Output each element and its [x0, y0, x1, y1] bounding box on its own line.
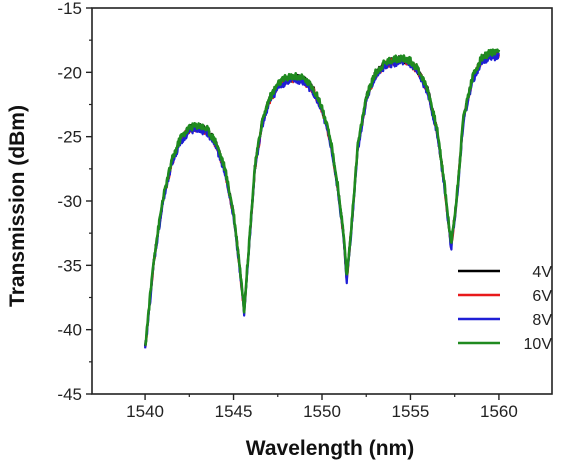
legend: 4V 6V 8V 10V: [458, 264, 552, 353]
legend-label-4v: 4V: [532, 264, 552, 281]
y-tick-label: -20: [57, 63, 82, 82]
x-tick-label: 1550: [303, 402, 341, 421]
y-axis-ticks: -45 -40 -35 -30 -25 -20 -15: [57, 0, 92, 404]
x-tick-label: 1545: [215, 402, 253, 421]
x-tick-label: 1540: [126, 402, 164, 421]
y-tick-label: -15: [57, 0, 82, 18]
x-axis-ticks: 1540 1545 1550 1555 1560: [126, 394, 518, 421]
y-axis-label: Transmission (dBm): [6, 105, 29, 307]
series-line-10v: [144, 48, 501, 346]
x-axis-label: Wavelength (nm): [246, 437, 414, 460]
plot-area-border: [91, 7, 553, 395]
legend-label-6v: 6V: [532, 288, 552, 305]
plot-frame: [91, 7, 553, 395]
y-tick-label: -40: [57, 321, 82, 340]
series-lines: [143, 48, 501, 349]
x-tick-label: 1555: [392, 402, 430, 421]
y-tick-label: -30: [57, 192, 82, 211]
x-tick-label: 1560: [480, 402, 518, 421]
y-tick-label: -45: [57, 385, 82, 404]
legend-label-8v: 8V: [532, 312, 552, 329]
legend-label-10v: 10V: [524, 336, 553, 353]
y-tick-label: -25: [57, 128, 82, 147]
y-tick-label: -35: [57, 256, 82, 275]
